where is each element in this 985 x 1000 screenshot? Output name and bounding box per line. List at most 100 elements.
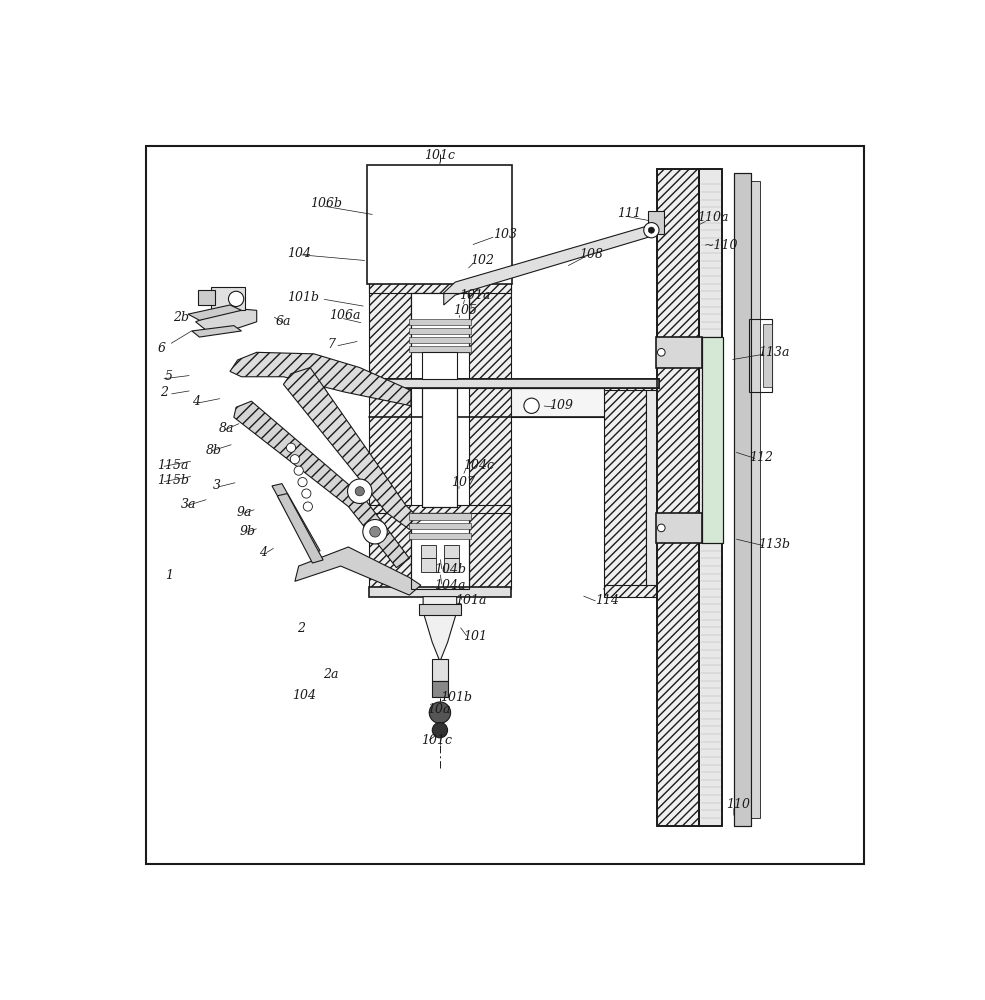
Bar (699, 169, 722, 826)
Bar (421, 558, 436, 572)
Bar (656, 337, 701, 368)
Bar (734, 173, 751, 826)
Bar (421, 545, 436, 558)
Bar (750, 319, 772, 392)
Bar (432, 681, 447, 697)
Bar (411, 293, 469, 352)
Text: 101c: 101c (421, 734, 452, 747)
Bar (411, 513, 469, 589)
Circle shape (356, 487, 364, 496)
Text: 113b: 113b (758, 538, 790, 551)
Bar (409, 337, 471, 343)
Bar (648, 211, 664, 234)
Text: 104c: 104c (463, 459, 493, 472)
Polygon shape (188, 305, 241, 320)
Circle shape (229, 291, 243, 307)
Text: ~110: ~110 (703, 239, 738, 252)
Text: 109: 109 (549, 399, 573, 412)
Circle shape (287, 443, 296, 452)
Bar (658, 169, 699, 826)
Text: 10a: 10a (427, 703, 450, 716)
Bar (469, 388, 511, 507)
Polygon shape (295, 547, 421, 595)
Text: 9a: 9a (236, 506, 251, 519)
Text: 6: 6 (158, 342, 165, 355)
Bar (469, 284, 511, 379)
Bar (411, 293, 469, 352)
Circle shape (303, 502, 312, 511)
Circle shape (432, 723, 447, 738)
Bar (198, 290, 215, 305)
Bar (604, 379, 658, 390)
Text: 2b: 2b (172, 311, 189, 324)
Text: 101: 101 (463, 630, 487, 643)
Bar (511, 388, 640, 417)
Bar (409, 346, 471, 352)
Bar (211, 287, 245, 310)
Bar (369, 281, 511, 293)
Bar (699, 169, 722, 826)
Text: 6a: 6a (276, 315, 292, 328)
Bar (409, 319, 471, 325)
Bar (369, 587, 511, 597)
Bar (409, 513, 471, 520)
Text: 112: 112 (750, 451, 773, 464)
Text: 4: 4 (259, 546, 267, 559)
Text: 110: 110 (726, 798, 751, 811)
Bar (423, 388, 457, 507)
Bar (432, 659, 447, 681)
Bar (369, 507, 411, 589)
Text: 106b: 106b (310, 197, 342, 210)
Bar (656, 513, 701, 543)
Text: 115b: 115b (158, 474, 189, 487)
Bar (443, 545, 459, 558)
Bar (658, 169, 699, 826)
Polygon shape (424, 597, 457, 661)
Polygon shape (272, 484, 320, 554)
Bar (751, 181, 759, 818)
Polygon shape (278, 494, 323, 563)
Circle shape (362, 520, 387, 544)
Text: 105: 105 (453, 304, 477, 317)
Text: 5: 5 (165, 370, 173, 383)
Text: 104b: 104b (434, 563, 467, 576)
Circle shape (291, 455, 299, 464)
Bar (423, 352, 457, 379)
Bar (420, 604, 461, 615)
Bar (423, 388, 457, 507)
Bar (369, 379, 659, 388)
Text: 3a: 3a (180, 498, 196, 511)
Text: 106a: 106a (329, 309, 361, 322)
Text: 103: 103 (493, 228, 517, 241)
Text: 8a: 8a (219, 422, 234, 435)
Polygon shape (230, 352, 411, 406)
Circle shape (658, 349, 665, 356)
Text: 107: 107 (451, 476, 476, 489)
Circle shape (369, 526, 380, 537)
Bar (369, 388, 411, 507)
Bar (367, 165, 512, 284)
Text: 101c: 101c (425, 149, 455, 162)
Polygon shape (284, 368, 421, 529)
Circle shape (295, 466, 303, 475)
Bar (409, 533, 471, 539)
Circle shape (658, 524, 665, 532)
Text: 102: 102 (471, 254, 494, 267)
Circle shape (648, 227, 654, 233)
Text: 101a: 101a (459, 289, 491, 302)
Circle shape (644, 223, 659, 238)
Circle shape (524, 398, 539, 413)
Text: 9b: 9b (239, 525, 255, 538)
Bar (701, 337, 723, 543)
Bar (369, 505, 511, 513)
Text: 111: 111 (617, 207, 641, 220)
Text: 110a: 110a (697, 211, 729, 224)
Text: 2: 2 (297, 622, 305, 635)
Text: 3: 3 (213, 479, 222, 492)
Bar (369, 284, 411, 379)
Text: 4: 4 (192, 395, 200, 408)
Bar (443, 558, 459, 572)
Text: 2: 2 (160, 386, 167, 399)
Bar (411, 513, 469, 589)
Text: 101b: 101b (440, 691, 472, 704)
